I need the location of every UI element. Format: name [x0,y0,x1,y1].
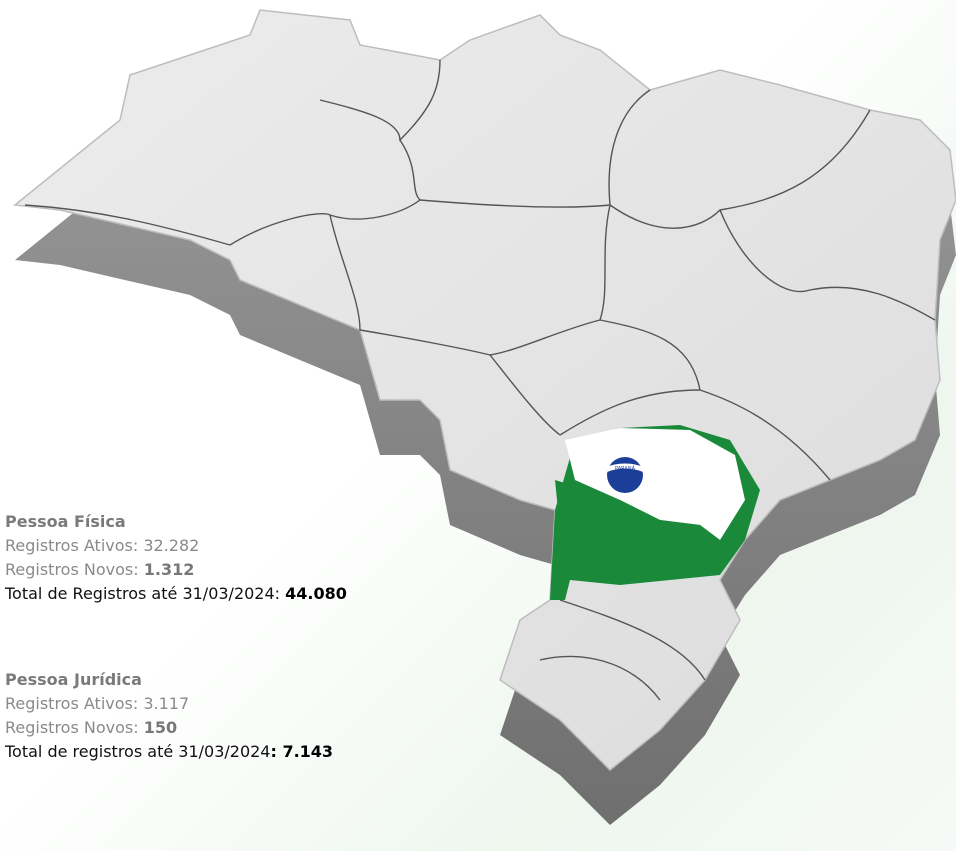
stat-label: Registros Ativos: [5,536,139,555]
flag-text: PARANÁ [615,465,636,472]
stat-line: Total de Registros até 31/03/2024: 44.08… [5,582,347,606]
stat-label: Registros Ativos: [5,694,139,713]
flag-globe [607,457,643,493]
stat-value: 44.080 [285,584,347,603]
stat-value: 150 [143,718,178,737]
section-title: Pessoa Física [5,512,126,531]
stat-value: 32.282 [143,536,200,555]
stat-label: Total de registros até 31/03/2024 [5,742,271,761]
state-borders [24,59,936,701]
stat-value: 3.117 [143,694,190,713]
parana-highlight: PARANÁ [550,425,760,600]
stat-label: Total de Registros até 31/03/2024: [5,584,281,603]
stat-line: Registros Ativos: 32.282 [5,534,347,558]
pessoa-fisica-block: Pessoa Física Registros Ativos: 32.282 R… [5,510,347,606]
stat-line: Registros Novos: 150 [5,716,333,740]
stat-line: Registros Ativos: 3.117 [5,692,333,716]
stat-label: Registros Novos: [5,718,139,737]
stat-line: Registros Novos: 1.312 [5,558,347,582]
stat-line: Total de registros até 31/03/2024: 7.143 [5,740,333,764]
pessoa-juridica-block: Pessoa Jurídica Registros Ativos: 3.117 … [5,668,333,764]
stat-value: 1.312 [143,560,195,579]
stat-label: Registros Novos: [5,560,139,579]
stat-value: : 7.143 [270,742,334,761]
map-surface [13,9,956,772]
section-title: Pessoa Jurídica [5,670,142,689]
